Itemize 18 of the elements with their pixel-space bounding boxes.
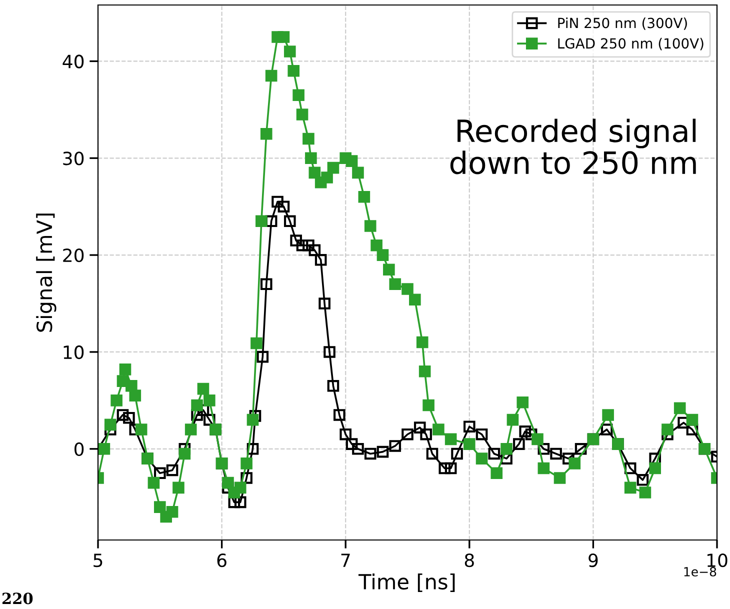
x-tick-label: 7 bbox=[341, 554, 350, 567]
y-tick-label: 10 bbox=[64, 345, 84, 360]
x-tick-label: 6 bbox=[217, 554, 226, 568]
x-axis-title: Time [ns] bbox=[358, 573, 455, 592]
x-tick-label: 10 bbox=[707, 554, 728, 568]
y-tick-label: 0 bbox=[74, 442, 84, 456]
text: 220 bbox=[2, 592, 33, 604]
annotation: Recorded signal down to 250 nm bbox=[450, 118, 696, 174]
text: 1e−8 bbox=[684, 566, 716, 576]
legend-label: PiN 250 nm (300V) bbox=[558, 18, 687, 30]
y-tick-label: 20 bbox=[63, 248, 84, 262]
x-tick-label: 8 bbox=[464, 554, 474, 568]
y-tick-label: 40 bbox=[62, 54, 84, 68]
y-tick-label: 30 bbox=[63, 152, 84, 166]
x-tick-label: 5 bbox=[94, 554, 102, 568]
legend-label: LGAD 250 nm (100V) bbox=[558, 38, 704, 50]
x-tick-label: 9 bbox=[588, 554, 598, 568]
y-axis-title: Signal [mV] bbox=[36, 214, 56, 332]
